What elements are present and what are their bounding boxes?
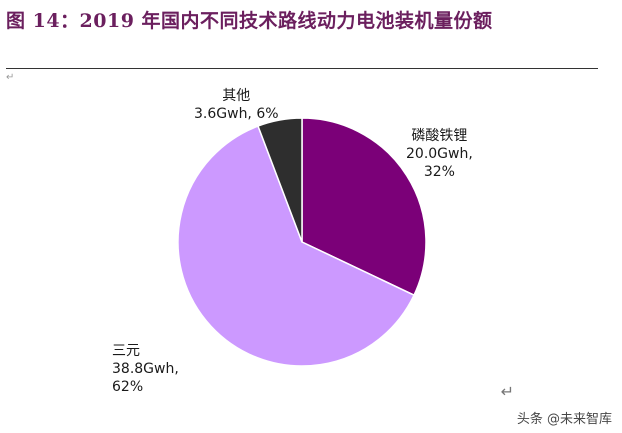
slice-label-other: 其他 3.6Gwh, 6%: [194, 87, 279, 123]
watermark: 头条 @未来智库: [516, 412, 612, 427]
slice-name-other: 其他: [222, 88, 251, 104]
slice-value-lfp: 20.0Gwh,: [406, 146, 473, 162]
slice-percent-other: 6%: [256, 106, 279, 122]
slice-value-ncm: 38.8Gwh,: [112, 361, 179, 377]
slice-value-percent-other: 3.6Gwh, 6%: [194, 105, 279, 123]
slice-label-lfp: 磷酸铁锂 20.0Gwh, 32%: [406, 127, 473, 181]
pie-slice-lfp: [301, 117, 427, 297]
slice-name-lfp: 磷酸铁锂: [411, 128, 468, 144]
slice-value-other: 3.6Gwh,: [194, 106, 252, 122]
slice-name-ncm: 三元: [112, 343, 140, 359]
paragraph-mark-left: ↵: [6, 72, 15, 83]
paragraph-mark-right: ↵: [500, 382, 514, 401]
slice-label-ncm: 三元 38.8Gwh, 62%: [112, 342, 179, 396]
pie-slice-ncm: [177, 125, 416, 367]
slice-percent-lfp: 32%: [423, 164, 455, 180]
pie-slice-other: [257, 117, 303, 243]
figure-title: 图 14：2019 年国内不同技术路线动力电池装机量份额: [6, 10, 493, 32]
title-divider: [6, 68, 598, 69]
slice-percent-ncm: 62%: [112, 379, 144, 395]
